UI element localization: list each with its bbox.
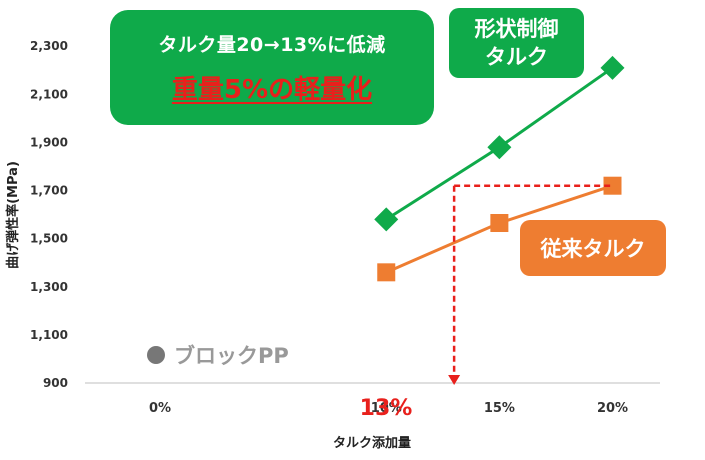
data-point-diamond xyxy=(374,207,399,232)
y-tick-label: 2,300 xyxy=(30,39,68,53)
y-tick-label: 1,300 xyxy=(30,280,68,294)
x-axis-title: タルク添加量 xyxy=(333,435,411,451)
y-axis-title: 曲げ弾性率(MPa) xyxy=(5,161,21,269)
annotation-layer xyxy=(448,184,613,385)
x-tick-label: 20% xyxy=(597,401,628,416)
data-point-diamond xyxy=(487,135,512,160)
data-point-square xyxy=(603,176,622,195)
conventional-talc-label: 従来タルク xyxy=(520,220,666,276)
weight-reduction-callout: タルク量20→13%に低減 重量5%の軽量化 xyxy=(110,10,434,125)
talc-reduction-text: タルク量20→13%に低減 xyxy=(158,33,386,56)
shape-label-line1: 形状制御 xyxy=(474,17,559,41)
x-axis-ticks: 0% 10% 15% 20% xyxy=(149,401,628,416)
shape-label-line2: タルク xyxy=(485,45,548,69)
conventional-label-text: 従来タルク xyxy=(540,237,646,261)
series-layer xyxy=(374,55,625,282)
data-point-square xyxy=(377,263,396,282)
y-tick-label: 2,100 xyxy=(30,87,68,101)
y-axis-ticks: 900 1,100 1,300 1,500 1,700 1,900 2,100 2,300 xyxy=(30,39,68,390)
block-pp-label: ブロックPP xyxy=(174,344,289,368)
shape-controlled-talc-label: 形状制御 タルク xyxy=(449,8,584,78)
x-tick-label: 15% xyxy=(484,401,515,416)
data-point-diamond xyxy=(600,55,625,80)
annotation-arrowhead xyxy=(448,375,461,385)
x-tick-label: 0% xyxy=(149,401,171,416)
weight-reduction-text: 重量5%の軽量化 xyxy=(171,74,373,105)
highlight-x-label: 13% xyxy=(360,396,413,421)
y-tick-label: 900 xyxy=(43,376,68,390)
y-tick-label: 1,100 xyxy=(30,328,68,342)
x-tick-label: 10% xyxy=(371,401,402,416)
data-point-square xyxy=(490,214,509,233)
y-tick-label: 1,500 xyxy=(30,232,68,246)
y-tick-label: 1,900 xyxy=(30,135,68,149)
block-pp-marker xyxy=(147,346,165,364)
y-tick-label: 1,700 xyxy=(30,184,68,198)
